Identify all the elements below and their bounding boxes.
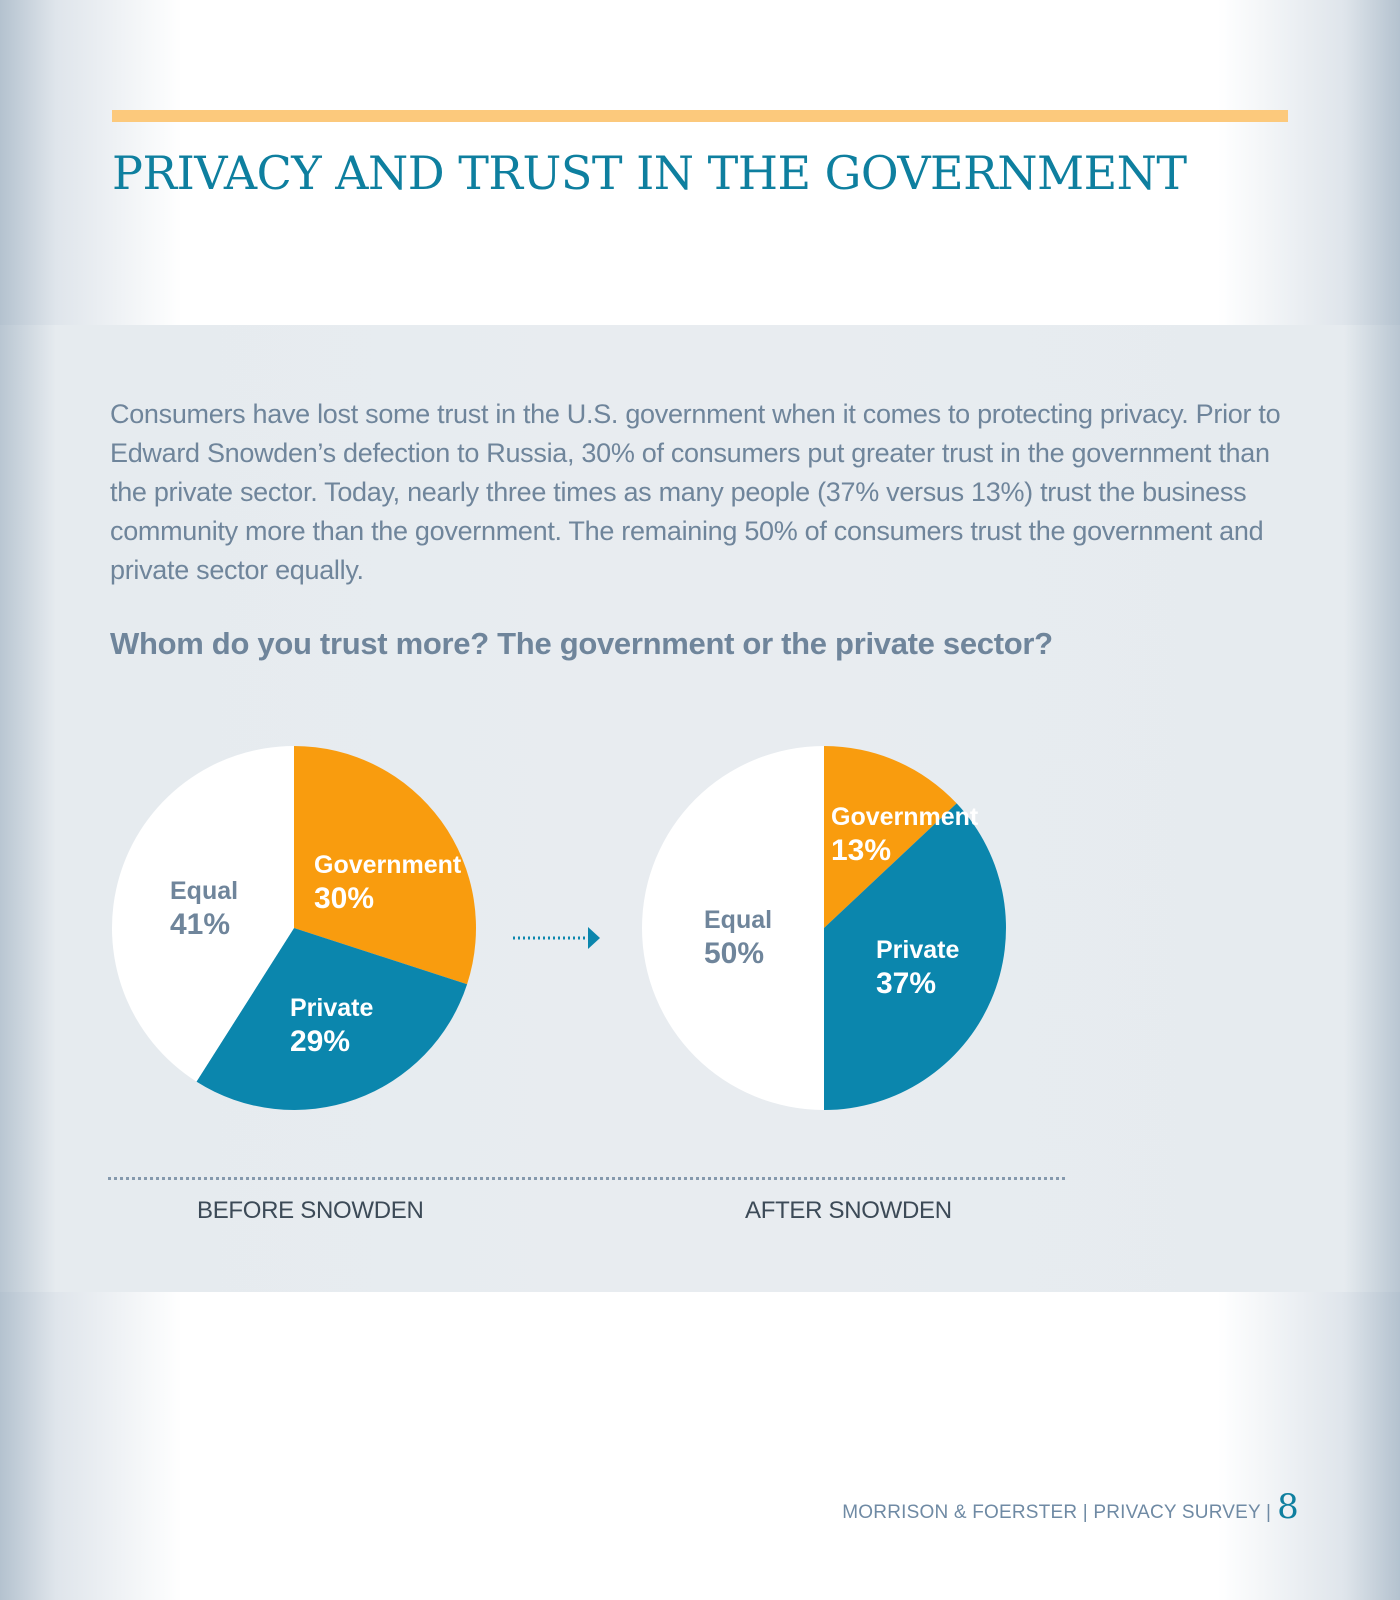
pie-slice-equal-after <box>642 746 824 1110</box>
pie-charts: Government 30% Private 29% Equal 41% Governme… <box>111 746 1006 1111</box>
slice-label-equal-after: Equal <box>704 906 772 934</box>
before-snowden-label: BEFORE SNOWDEN <box>197 1197 424 1224</box>
slice-label-government-before: Government <box>314 851 462 879</box>
page-number: 8 <box>1277 1487 1299 1527</box>
slice-value-private-before: 29% <box>290 1025 350 1058</box>
slice-label-equal-before: Equal <box>170 877 238 905</box>
slice-label-private-after: Private <box>876 936 959 964</box>
page-title: PRIVACY AND TRUST IN THE GOVERNMENT <box>112 146 1187 200</box>
slice-value-government-before: 30% <box>314 882 374 915</box>
slice-value-private-after: 37% <box>876 967 936 1000</box>
dotted-divider <box>108 1177 1065 1180</box>
pie-slice-equal-before <box>111 746 294 1082</box>
intro-paragraph: Consumers have lost some trust in the U.… <box>110 399 1281 585</box>
pie-slice-government-before <box>294 746 476 985</box>
survey-question: Whom do you trust more? The government o… <box>110 626 1053 661</box>
page-footer: MORRISON & FOERSTER | PRIVACY SURVEY | 8 <box>842 1487 1299 1527</box>
pie-slice-government-after <box>824 746 957 928</box>
footer-text: MORRISON & FOERSTER | PRIVACY SURVEY | <box>842 1502 1272 1523</box>
pie-chart-after: Government 13% Private 37% Equal 50% <box>642 746 1006 1110</box>
arrow-head <box>588 927 600 949</box>
pie-chart-before: Government 30% Private 29% Equal 41% <box>111 746 476 1111</box>
pie-slice-private-after <box>824 803 1006 1110</box>
slice-value-government-after: 13% <box>831 834 891 867</box>
slice-value-equal-before: 41% <box>170 908 230 941</box>
transition-arrow <box>513 927 600 949</box>
after-snowden-label: AFTER SNOWDEN <box>745 1197 952 1224</box>
slice-label-government-after: Government <box>831 803 979 831</box>
pie-slice-private-before <box>196 928 468 1111</box>
slice-value-equal-after: 50% <box>704 937 764 970</box>
top-accent-rule <box>112 110 1288 122</box>
slice-label-private-before: Private <box>290 994 373 1022</box>
